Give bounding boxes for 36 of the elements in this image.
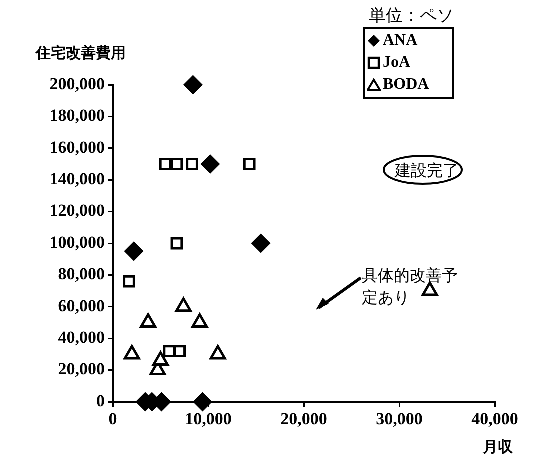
x-tick-label: 0	[108, 410, 118, 429]
x-tick-label: 40,000	[472, 410, 518, 429]
y-tick-label: 120,000	[50, 201, 105, 220]
point	[170, 237, 184, 250]
y-tick-label: 140,000	[50, 169, 105, 188]
y-tick-label: 40,000	[58, 328, 105, 347]
y-tick-label: 160,000	[50, 138, 105, 157]
y-axis-title: 住宅改善費用	[36, 44, 126, 63]
point	[174, 345, 186, 358]
point	[124, 242, 144, 261]
point	[194, 392, 212, 412]
y-tick-label: 180,000	[50, 106, 105, 126]
point	[184, 76, 202, 94]
point	[170, 158, 184, 170]
point	[252, 234, 270, 253]
point	[159, 158, 172, 170]
x-tick-label: 10,000	[185, 410, 232, 429]
x-axis-title: 月収	[483, 438, 513, 457]
y-tick-label: 20,000	[58, 360, 105, 379]
point	[243, 158, 256, 170]
x-tick-label: 30,000	[376, 410, 423, 429]
legend-label: ANA	[383, 32, 418, 50]
point	[186, 158, 198, 170]
y-tick-label: 100,000	[50, 232, 105, 252]
y-tick-label: 200,000	[50, 74, 105, 94]
annotation: 建設完了	[395, 161, 459, 182]
point	[123, 275, 136, 288]
legend-title: 単位：ペソ	[368, 5, 454, 27]
legend-label: JoA	[383, 54, 411, 72]
y-tick-label: 80,000	[58, 264, 105, 284]
annotation: 具体的改善予定あり	[362, 265, 459, 309]
point	[201, 155, 220, 174]
x-tick-label: 20,000	[280, 410, 328, 429]
y-tick-label: 0	[96, 391, 105, 410]
y-tick-label: 60,000	[58, 296, 105, 316]
legend-label: BODA	[383, 76, 430, 94]
